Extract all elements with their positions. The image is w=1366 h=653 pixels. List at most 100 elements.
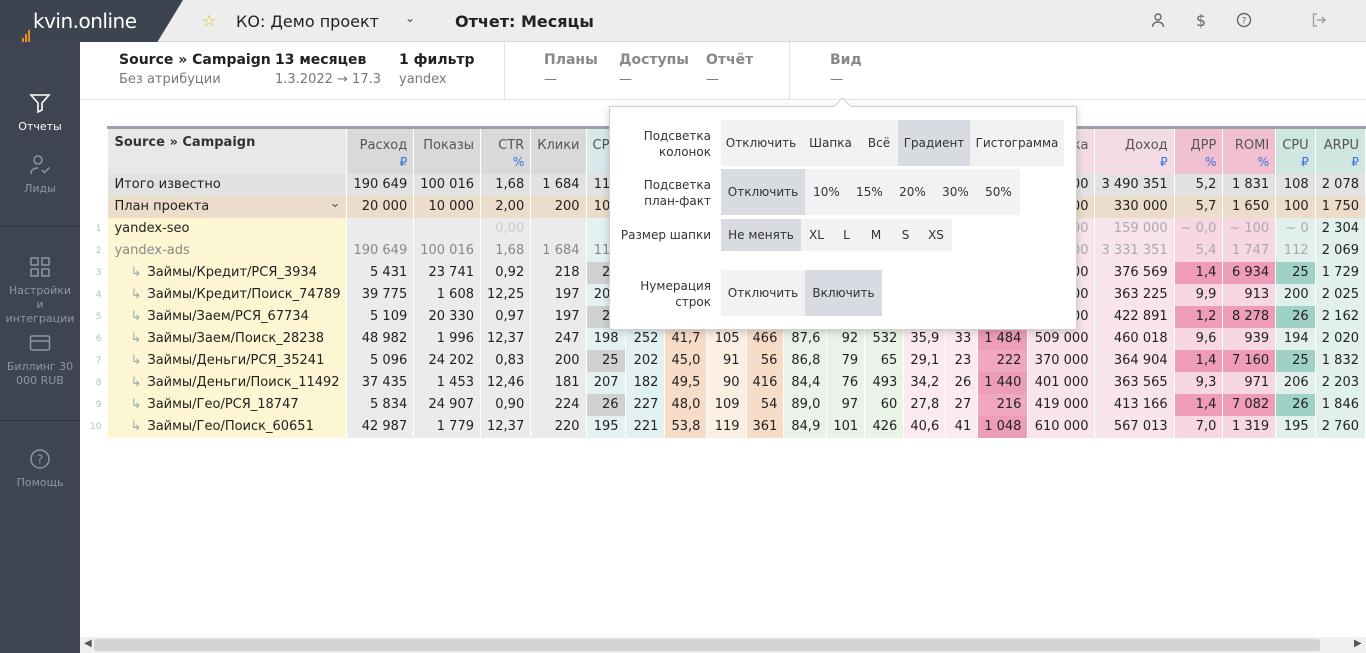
row-name[interactable]: ↳ Займы/Кредит/РСЯ_3934 [107,261,348,284]
popup-option[interactable]: Гистограмма [970,120,1064,166]
table-cell: 23 741 [413,261,481,284]
sidebar-item-reports[interactable]: Отчеты [0,92,80,134]
grouping-title: Source » Campaign [119,52,271,68]
sidebar-item-billing[interactable]: Биллинг 30 000 RUB [0,332,80,388]
popup-option[interactable]: Отключить [721,270,805,316]
table-cell: 2 025 [1315,283,1366,306]
column-header[interactable]: CTR% [480,126,532,174]
popup-option[interactable]: Отключить [721,120,801,166]
column-header[interactable]: Показы [413,126,481,174]
filter-block[interactable]: 1 фильтр yandex [399,52,475,87]
table-cell: 108 [1275,173,1316,196]
popup-option[interactable]: XL [801,219,832,251]
popup-option[interactable]: 20% [891,169,934,215]
column-header[interactable]: CPU ₽ [1275,126,1316,174]
popup-option[interactable]: Всё [860,120,898,166]
help-circle-icon[interactable]: ? [1235,12,1253,30]
table-cell [346,217,415,240]
user-icon[interactable] [1149,12,1167,30]
row-number: 7 [90,349,109,372]
sidebar-item-help[interactable]: ? Помощь [0,448,80,490]
report-title: Отчет: Месяцы [455,12,594,31]
period-block[interactable]: 13 месяцев 1.3.2022 → 17.3 [275,52,381,87]
popup-option[interactable]: 30% [934,169,977,215]
access-block[interactable]: Доступы — [619,52,689,87]
column-header[interactable]: Клики [530,126,587,174]
popup-row-label: Подсветка колонок [643,129,711,159]
table-cell: 610 000 [1027,415,1096,438]
sidebar: Отчеты Лиды Настройки и интеграции Билли… [0,42,80,653]
row-number: 5 [90,305,109,328]
name-column-header[interactable]: Source » Campaign [107,126,348,174]
row-name[interactable]: ↳ Займы/Гео/Поиск_60651 [107,415,348,438]
view-block[interactable]: Вид — [830,52,862,87]
dollar-icon[interactable]: $ [1195,11,1207,30]
grouping-block[interactable]: Source » Campaign Без атрибуции [119,52,271,87]
table-cell: 7 082 [1222,393,1277,416]
plans-block[interactable]: Планы — [544,52,598,87]
table-cell: 40,6 [903,415,947,438]
svg-text:?: ? [1242,17,1247,27]
table-cell: ~ 0,0 [1174,217,1224,240]
popup-option[interactable]: 50% [977,169,1020,215]
report-block[interactable]: Отчёт — [706,52,753,87]
column-header[interactable]: ARPU ₽ [1315,126,1366,174]
sidebar-item-label: Отчеты [18,120,62,133]
popup-option[interactable]: S [891,219,920,251]
table-cell: 2,00 [480,195,532,218]
row-name[interactable]: План проекта ⌄ [107,195,348,218]
popup-option[interactable]: 15% [848,169,891,215]
row-name[interactable]: yandex-seo [107,217,348,240]
row-name[interactable]: yandex-ads [107,239,348,262]
table-cell: 200 [1275,283,1316,306]
column-header[interactable]: ROMI% [1222,126,1277,174]
popup-option[interactable]: M [861,219,891,251]
horizontal-scrollbar[interactable]: ◀ ▶ [80,637,1366,653]
scrollbar-thumb[interactable] [94,639,1320,651]
table-cell: 197 [530,305,587,328]
row-name[interactable]: ↳ Займы/Деньги/РСЯ_35241 [107,349,348,372]
popup-option[interactable]: L [832,219,861,251]
row-name-label: Займы/Кредит/РСЯ_3934 [147,265,317,280]
column-header[interactable]: Доход ₽ [1094,126,1175,174]
logo-text: kvin.online [33,9,137,33]
popup-option[interactable]: Не менять [721,219,801,251]
table-cell: 1 319 [1222,415,1277,438]
row-name[interactable]: ↳ Займы/Заем/РСЯ_67734 [107,305,348,328]
table-row[interactable]: 9 ↳ Займы/Гео/РСЯ_18747 5 834 24 907 0,90 224 2… [90,393,1366,416]
popup-option[interactable]: 10% [805,169,848,215]
plans-sub: — [544,72,557,87]
popup-option[interactable]: Включить [805,270,882,316]
logout-icon[interactable] [1310,12,1328,30]
scroll-left-icon[interactable]: ◀ [84,638,92,649]
sidebar-item-label: Лиды [24,182,56,195]
sidebar-item-leads[interactable]: Лиды [0,154,80,196]
table-row[interactable]: 7 ↳ Займы/Деньги/РСЯ_35241 5 096 24 202 0,83 2… [90,349,1366,372]
popup-option[interactable]: Градиент [898,120,970,166]
scroll-right-icon[interactable]: ▶ [1354,638,1362,649]
table-row[interactable]: 6 ↳ Займы/Заем/Поиск_28238 48 982 1 996 12,37… [90,327,1366,350]
view-settings-popup: Подсветка колонок Отключить Шапка Всё Градие… [609,106,1077,330]
popup-option[interactable]: XS [920,219,952,251]
table-row[interactable]: 8 ↳ Займы/Деньги/Поиск_11492 37 435 1 453 12,… [90,371,1366,394]
popup-option[interactable]: Отключить [721,169,805,215]
logo[interactable]: kvin.online [0,0,183,42]
row-name[interactable]: ↳ Займы/Заем/Поиск_28238 [107,327,348,350]
row-name[interactable]: Итого известно [107,173,348,196]
row-name[interactable]: ↳ Займы/Гео/РСЯ_18747 [107,393,348,416]
chevron-down-icon[interactable]: ⌄ [405,11,416,25]
column-header[interactable]: Расход ₽ [346,126,415,174]
chevron-down-icon[interactable]: ⌄ [329,196,341,211]
row-name[interactable]: ↳ Займы/Кредит/Поиск_74789 [107,283,348,306]
top-bar: kvin.online ☆ КО: Демо проект ⌄ Отчет: М… [0,0,1366,42]
row-number: 9 [90,393,109,416]
row-name[interactable]: ↳ Займы/Деньги/Поиск_11492 [107,371,348,394]
project-selector[interactable]: КО: Демо проект [236,12,379,31]
table-cell: 84,9 [783,415,828,438]
popup-option[interactable]: Шапка [801,120,860,166]
sidebar-item-settings[interactable]: Настройки и интеграции [0,256,80,326]
table-cell: 35,9 [903,327,947,350]
table-row[interactable]: 10 ↳ Займы/Гео/Поиск_60651 42 987 1 779 12,37… [90,415,1366,438]
column-header[interactable]: ДРР% [1174,126,1224,174]
star-icon[interactable]: ☆ [202,11,217,30]
